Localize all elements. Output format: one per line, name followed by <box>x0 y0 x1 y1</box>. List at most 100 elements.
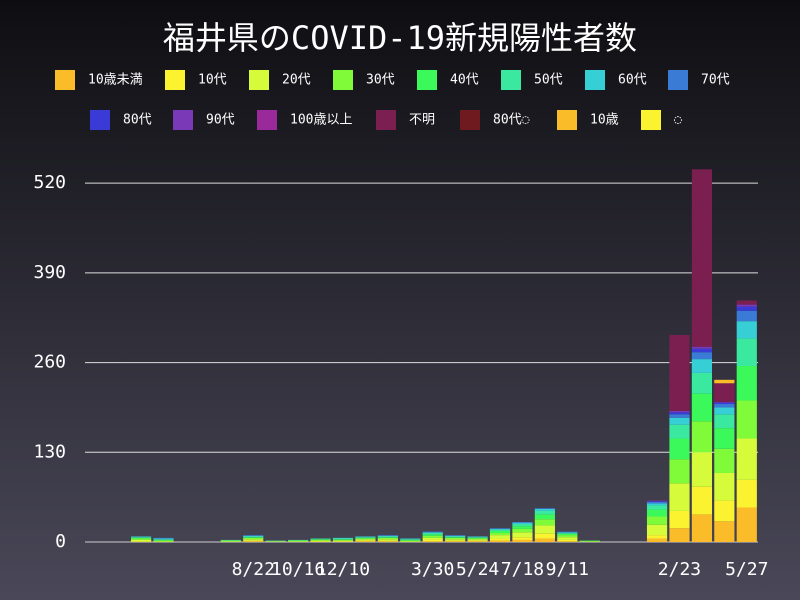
x-tick-label: 5/24 <box>456 559 499 580</box>
bar-segment <box>288 541 309 542</box>
bar-segment <box>736 304 757 307</box>
bar-segment <box>153 540 174 542</box>
bar-segment <box>557 537 578 540</box>
bar-segment <box>691 346 713 349</box>
bar-segment <box>557 541 578 542</box>
bar-segment <box>445 540 466 542</box>
bar-segment <box>243 537 264 540</box>
bar-segment <box>377 535 398 536</box>
bar-segment <box>310 539 331 540</box>
bar-segment <box>714 500 735 522</box>
bar-segment <box>714 401 735 403</box>
bar-segment <box>355 538 376 540</box>
legend-label: 20代 <box>282 73 311 88</box>
bar-segment <box>332 537 354 539</box>
bar-segment <box>467 537 488 538</box>
bar-segment <box>355 537 376 539</box>
legend-swatch <box>90 110 110 130</box>
bar-segment <box>669 410 690 413</box>
legend-label: 30代 <box>366 73 395 88</box>
bar-segment <box>691 393 713 422</box>
bar-segment <box>714 407 735 415</box>
bar-segment <box>265 540 286 542</box>
bar-segment <box>512 539 533 542</box>
bar-segment <box>534 508 555 511</box>
bar-segment <box>467 537 488 539</box>
bar-segment <box>691 421 713 453</box>
x-tick-label: 7/18 <box>501 559 544 580</box>
legend-label: 不明 <box>409 113 435 128</box>
bar-segment <box>646 505 668 510</box>
bar-segment <box>646 538 668 542</box>
legend-swatch <box>641 110 661 130</box>
bar-segment <box>512 522 533 525</box>
bar-segment <box>691 169 713 347</box>
bar-segment <box>445 536 466 538</box>
x-tick-label: 3/30 <box>411 559 454 580</box>
bar-segment <box>220 539 241 541</box>
bar-segment <box>646 524 668 536</box>
chart-title: 福井県のCOVID-19新規陽性者数 <box>163 19 637 57</box>
bar-segment <box>646 516 668 525</box>
x-tick-label: 8/22 <box>232 559 275 580</box>
bar-segment <box>736 366 757 401</box>
bar-segment <box>736 321 757 339</box>
bar-segment <box>534 514 555 520</box>
bar-segment <box>691 452 713 487</box>
bar-segment <box>512 521 533 523</box>
bar-segment <box>736 438 757 480</box>
bar-segment <box>534 508 555 509</box>
bar-segment <box>512 537 533 540</box>
bar-segment <box>467 536 488 538</box>
bar-segment <box>669 510 690 529</box>
x-tick-label: 12/10 <box>316 559 370 580</box>
bar-segment <box>130 539 152 542</box>
bar-segment <box>467 539 488 541</box>
bar-segment <box>243 541 264 542</box>
legend-swatch <box>173 110 193 130</box>
bar-segment <box>736 300 757 305</box>
legend-label: 50代 <box>534 73 563 88</box>
bar-segment <box>512 528 533 533</box>
bar-segment <box>714 383 735 402</box>
bar-segment <box>377 535 398 537</box>
bar-segment <box>422 534 443 536</box>
bar-segment <box>355 539 376 541</box>
legend-label: 80代 <box>123 113 152 128</box>
bar-segment <box>669 334 690 411</box>
legend-label: 100歳以上 <box>290 113 352 128</box>
bar-segment <box>489 533 511 536</box>
bar-segment <box>243 535 264 537</box>
bar-segment <box>489 530 511 534</box>
bar-segment <box>288 539 309 541</box>
bar-segment <box>377 537 398 540</box>
bar-segment <box>332 541 354 542</box>
bar-segment <box>534 525 555 534</box>
bar-segment <box>265 541 286 542</box>
bar-segment <box>467 538 488 540</box>
bar-segment <box>130 538 152 540</box>
bar-segment <box>736 338 757 367</box>
bar-segment <box>579 540 600 542</box>
bar-segment <box>691 514 713 542</box>
bar-segment <box>310 540 331 542</box>
bar-segment <box>355 536 376 538</box>
bar-segment <box>489 538 511 541</box>
bar-segment <box>422 539 443 542</box>
bar-segment <box>646 509 668 517</box>
bar-segment <box>557 533 578 534</box>
bar-segment <box>512 532 533 538</box>
legend-label: 40代 <box>450 73 479 88</box>
bar-segment <box>130 536 152 538</box>
legend-swatch <box>460 110 480 130</box>
legend-swatch <box>585 70 605 90</box>
bar-segment <box>130 537 152 539</box>
bar-segment <box>669 459 690 484</box>
bar-segment <box>243 535 264 536</box>
bar-segment <box>467 540 488 542</box>
bar-segment <box>355 537 376 538</box>
bar-segment <box>332 540 354 542</box>
bar-segment <box>243 537 264 538</box>
bar-segment <box>400 539 421 541</box>
